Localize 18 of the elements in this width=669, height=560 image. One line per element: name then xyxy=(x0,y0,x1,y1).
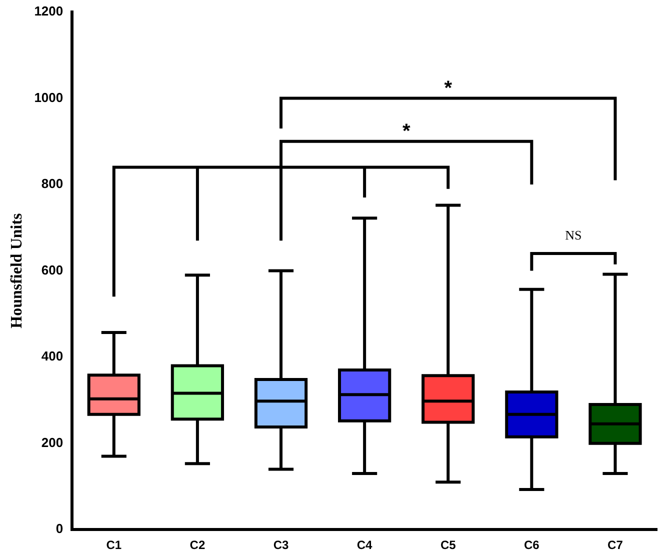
y-tick-label: 1000 xyxy=(34,90,64,105)
y-tick-label: 1200 xyxy=(34,4,64,19)
y-tick-label: 200 xyxy=(41,434,64,450)
y-tick-label: 0 xyxy=(56,521,64,536)
y-tick-label: 400 xyxy=(41,348,64,364)
y-tick-label: 600 xyxy=(41,262,64,278)
annotation: NS xyxy=(565,228,582,243)
x-tick-label: C2 xyxy=(190,538,206,552)
x-tick-label: C1 xyxy=(106,538,122,552)
annotation: * xyxy=(402,120,410,142)
x-tick-label: C5 xyxy=(440,538,456,552)
x-tick-label: C3 xyxy=(273,538,289,552)
y-axis-title: Hounsfield Units xyxy=(8,213,26,328)
annotation: * xyxy=(444,77,452,100)
x-tick-label: C6 xyxy=(524,538,540,552)
y-tick-label: 800 xyxy=(41,176,64,192)
x-tick-label: C7 xyxy=(608,538,624,552)
x-tick-label: C4 xyxy=(356,538,373,552)
